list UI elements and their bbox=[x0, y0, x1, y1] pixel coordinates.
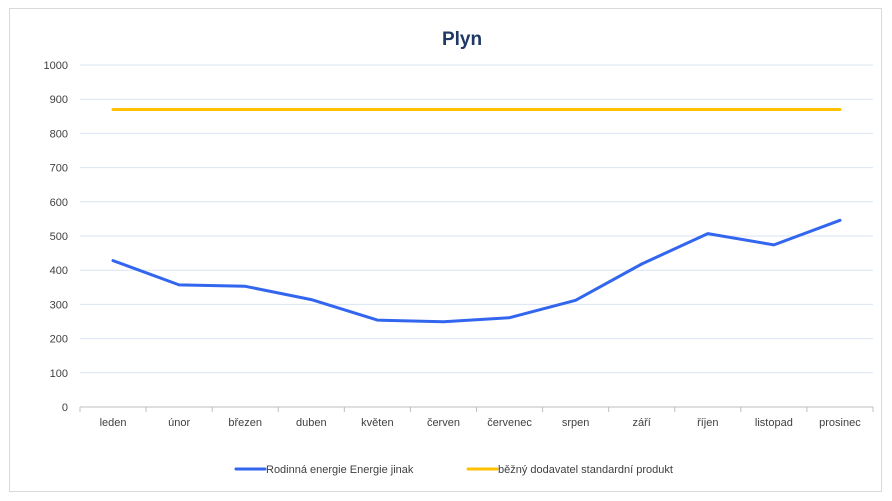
series-line-1 bbox=[111, 218, 842, 324]
gridlines bbox=[80, 64, 873, 408]
chart-title: Plyn bbox=[442, 29, 482, 50]
y-tick-label: 600 bbox=[50, 197, 68, 209]
x-tick-label: leden bbox=[100, 417, 127, 429]
x-tick-label: listopad bbox=[755, 417, 793, 429]
x-tick-label: květen bbox=[361, 417, 393, 429]
x-tick-label: prosinec bbox=[819, 417, 861, 429]
y-axis: 0 100 200 300 400 500 600 700 800 900 1000 bbox=[44, 60, 68, 414]
x-tick-label: říjen bbox=[697, 417, 718, 429]
chart-area bbox=[9, 8, 882, 492]
y-tick-label: 1000 bbox=[44, 60, 68, 72]
legend-label: běžný dodavatel standardní produkt bbox=[498, 464, 673, 476]
x-tick-label: červenec bbox=[487, 417, 532, 429]
x-tick-label: červen bbox=[427, 417, 460, 429]
y-tick-label: 300 bbox=[50, 299, 68, 311]
legend-label: Rodinná energie Energie jinak bbox=[266, 464, 414, 476]
y-tick-label: 800 bbox=[50, 128, 68, 140]
x-tick-label: březen bbox=[228, 417, 262, 429]
y-tick-label: 200 bbox=[50, 334, 68, 346]
y-tick-label: 700 bbox=[50, 163, 68, 175]
x-axis: leden únor březen duben květen červen červenec… bbox=[79, 407, 874, 429]
y-tick-label: 500 bbox=[50, 231, 68, 243]
x-tick-label: srpen bbox=[562, 417, 590, 429]
legend: Rodinná energie Energie jinak běžný dodav… bbox=[234, 464, 673, 476]
y-tick-label: 0 bbox=[62, 402, 68, 414]
series-group bbox=[111, 108, 842, 324]
x-tick-label: duben bbox=[296, 417, 327, 429]
x-tick-label: září bbox=[633, 417, 651, 429]
y-tick-label: 100 bbox=[50, 368, 68, 380]
y-tick-label: 900 bbox=[50, 94, 68, 106]
y-tick-label: 400 bbox=[50, 265, 68, 277]
x-tick-label: únor bbox=[168, 417, 190, 429]
